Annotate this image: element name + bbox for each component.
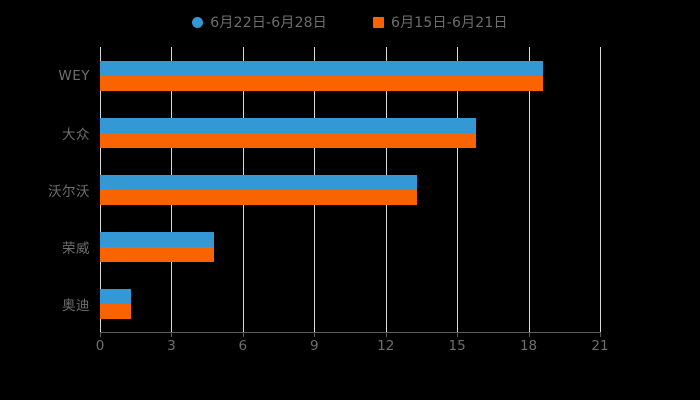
bar-1[interactable]	[100, 246, 215, 262]
y-axis-label: WEY	[58, 67, 90, 84]
bar-1[interactable]	[100, 75, 543, 91]
legend-square-icon	[373, 16, 384, 28]
x-axis-label: 9	[309, 338, 319, 354]
legend-entry[interactable]: 6月15日-6月21日	[373, 12, 508, 32]
x-axis-label: 21	[591, 338, 609, 354]
x-axis-label: 3	[167, 338, 176, 354]
bar-1[interactable]	[100, 303, 131, 319]
plot-area	[100, 47, 601, 337]
x-axis-tick	[171, 332, 173, 337]
legend-circle-icon	[192, 16, 204, 28]
chart-legend: 6月22日-6月28日 6月15日-6月21日	[0, 12, 700, 32]
x-axis-tick	[100, 332, 101, 337]
legend-entry[interactable]: 6月22日-6月28日	[192, 12, 327, 32]
bar-1[interactable]	[100, 189, 417, 205]
y-axis-labels: WEY 大众沃尔沃荣威奥迪	[0, 47, 700, 332]
x-axis-tick	[385, 332, 387, 337]
x-axis-label: 6	[238, 338, 248, 354]
gridline	[600, 47, 601, 332]
legend-label: 6月15日-6月21日	[391, 15, 508, 31]
y-axis-label: 奥迪	[62, 297, 90, 314]
y-axis-label: 沃尔沃	[48, 183, 90, 200]
x-axis-tick	[314, 332, 316, 337]
x-axis-label: 18	[519, 338, 538, 354]
legend-label: 6月22日-6月28日	[210, 15, 327, 31]
y-axis-label: 荣威	[62, 240, 90, 257]
x-axis-tick	[600, 332, 601, 337]
x-axis-label: 0	[95, 338, 105, 354]
y-axis-label: 大众	[62, 126, 90, 143]
x-axis-tick	[528, 332, 530, 337]
gridline	[457, 47, 459, 332]
x-axis-labels: 0 3 6 9 12 15 18 21	[0, 338, 700, 362]
bar-0[interactable]	[100, 174, 417, 190]
x-axis-label: 15	[448, 338, 466, 354]
gridline	[528, 47, 530, 332]
x-axis-line	[100, 332, 600, 333]
x-axis-tick	[457, 332, 459, 337]
x-axis-label: 12	[377, 338, 395, 354]
bar-0[interactable]	[100, 117, 477, 133]
bar-0[interactable]	[100, 60, 543, 76]
bar-1[interactable]	[100, 132, 477, 148]
x-axis-tick	[242, 332, 244, 337]
bar-0[interactable]	[100, 288, 131, 304]
bar-0[interactable]	[100, 231, 215, 247]
